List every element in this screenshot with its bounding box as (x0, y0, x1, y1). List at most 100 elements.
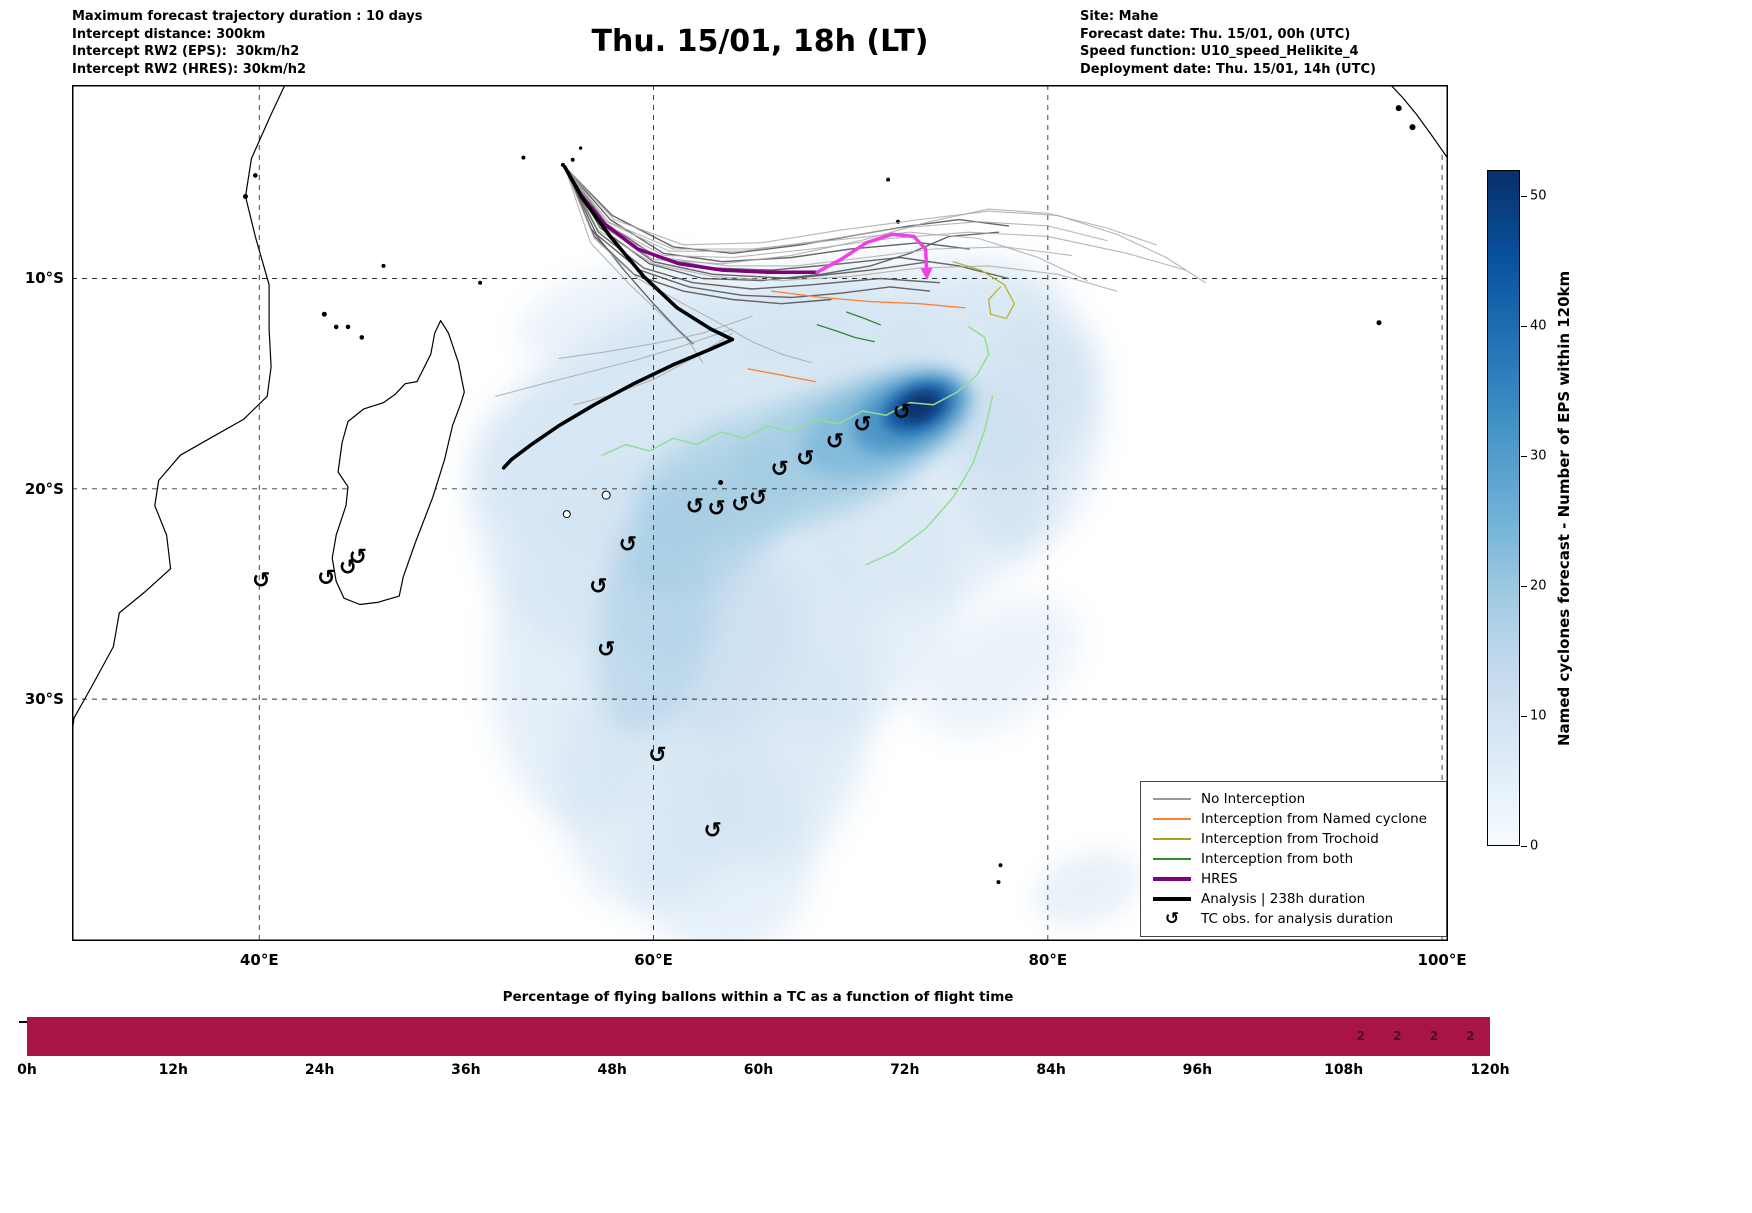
island (321, 311, 327, 317)
island (1409, 124, 1416, 131)
legend-item: HRES (1153, 871, 1434, 887)
island (996, 880, 1001, 885)
tc-obs-symbol: ↺ (619, 533, 637, 558)
legend-label: Interception from both (1201, 851, 1354, 867)
tc-obs-symbol: ↺ (796, 446, 814, 471)
legend-item: Interception from Named cyclone (1153, 811, 1434, 827)
island (718, 480, 724, 485)
legend-item: Interception from Trochoid (1153, 831, 1434, 847)
legend-line-sample (1153, 818, 1191, 820)
island (478, 280, 483, 285)
x-tick-label: 40°E (239, 951, 279, 969)
trajectory-no-interception (564, 166, 1108, 252)
bottom-x-tick-label: 24h (304, 1062, 335, 1078)
legend-line-sample (1153, 858, 1191, 860)
tc-obs-symbol: ↺ (648, 743, 666, 768)
header-info-line: Intercept RW2 (HRES): 30km/h2 (72, 61, 307, 77)
island (253, 173, 258, 178)
coastline-africa (72, 85, 286, 733)
coastline-madagascar (331, 320, 465, 606)
colorbar (1487, 170, 1520, 846)
legend-item: Interception from both (1153, 851, 1434, 867)
colorbar-tick-mark (1521, 326, 1527, 327)
island (562, 510, 571, 519)
legend-label: HRES (1201, 871, 1238, 887)
trajectory-light-green (865, 395, 994, 566)
bottom-x-tick-label: 60h (743, 1062, 774, 1078)
island (578, 146, 583, 150)
trajectory-no-interception (564, 166, 704, 364)
x-tick-label: 100°E (1417, 951, 1467, 969)
coastline-sumatra (1390, 85, 1448, 160)
island (381, 263, 386, 268)
island (333, 324, 339, 330)
density-blob (718, 654, 865, 870)
tc-obs-symbol: ↺ (703, 819, 721, 844)
bar-annotation: 2 (1466, 1029, 1475, 1043)
trajectory-light-green (601, 326, 990, 456)
map-plot: ↺↺↺↺↺↺↺↺↺↺↺↺↺↺↺↺↺↺ (72, 85, 1448, 941)
colorbar-tick-label: 10 (1530, 708, 1547, 724)
island (570, 157, 575, 162)
x-tick-label: 80°E (1028, 951, 1068, 969)
tc-obs-symbol: ↺ (597, 638, 615, 663)
legend-line-sample (1153, 877, 1191, 881)
bar-annotation: 2 (1356, 1029, 1365, 1043)
trajectory-no-interception (564, 166, 832, 305)
trajectory-no-interception (564, 166, 812, 364)
legend-item: Analysis | 238h duration (1153, 891, 1434, 907)
hres-arrowhead (920, 267, 933, 281)
y-tick-label: 10°S (24, 269, 64, 288)
colorbar-tick-mark (1521, 846, 1527, 847)
trajectory-no-interception (558, 315, 753, 359)
bottom-chart-title: Percentage of flying ballons within a TC… (502, 989, 1014, 1005)
island (243, 194, 248, 199)
density-blob (918, 599, 1079, 737)
island (359, 335, 365, 340)
density-blob (1034, 850, 1141, 927)
bar-annotation: 2 (1393, 1029, 1402, 1043)
legend-label: Analysis | 238h duration (1201, 891, 1366, 907)
colorbar-tick-label: 20 (1530, 578, 1547, 594)
header-info-line: Forecast date: Thu. 15/01, 00h (UTC) (1080, 26, 1351, 42)
tc-obs-symbol: ↺ (707, 497, 725, 522)
trajectory-no-interception (564, 166, 931, 299)
colorbar-tick-label: 0 (1530, 838, 1539, 854)
tc-obs-symbol: ↺ (349, 545, 367, 570)
y-tick-label: 30°S (24, 690, 64, 709)
colorbar-tick-mark (1521, 716, 1527, 717)
bottom-x-tick-label: 108h (1324, 1062, 1364, 1078)
tc-obs-symbol: ↺ (853, 413, 871, 438)
bottom-x-tick-label: 84h (1036, 1062, 1066, 1078)
legend-label: Interception from Named cyclone (1201, 811, 1427, 827)
colorbar-tick-label: 30 (1530, 448, 1547, 464)
trajectory-named-cyclone (747, 368, 816, 383)
bar-annotation: 2 (1429, 1029, 1439, 1043)
colorbar-tick-mark (1521, 456, 1527, 457)
bottom-x-tick-label: 0h (17, 1062, 37, 1078)
density-blob (517, 258, 731, 362)
trajectory-no-interception (495, 328, 733, 397)
trajectory-no-interception (564, 166, 1118, 292)
bottom-x-tick-label: 12h (158, 1062, 189, 1078)
tc-obs-symbol: ↺ (686, 495, 704, 520)
tc-obs-symbol: ↺ (826, 429, 844, 454)
trajectory-hres (815, 232, 929, 274)
legend-line-sample (1153, 838, 1191, 840)
density-blob (956, 317, 1101, 556)
header-info-line: Deployment date: Thu. 15/01, 14h (UTC) (1080, 61, 1376, 77)
trajectory-no-interception (564, 166, 941, 290)
trajectory-no-interception (564, 166, 1187, 271)
trajectory-named-cyclone (771, 290, 966, 309)
tc-obs-symbol: ↺ (589, 575, 607, 600)
tc-obs-symbol: ↺ (893, 400, 911, 425)
trajectory-no-interception (564, 166, 1088, 282)
colorbar-tick-mark (1521, 586, 1527, 587)
colorbar-label: Named cyclones forecast - Number of EPS … (1555, 270, 1573, 746)
tc-obs-symbol: ↺ (770, 457, 788, 482)
map-legend: No Interception Interception from Named c… (1140, 781, 1447, 937)
header-info-line: Intercept distance: 300km (72, 26, 266, 42)
legend-item: No Interception (1153, 791, 1434, 807)
legend-item: ↺ TC obs. for analysis duration (1153, 911, 1434, 928)
